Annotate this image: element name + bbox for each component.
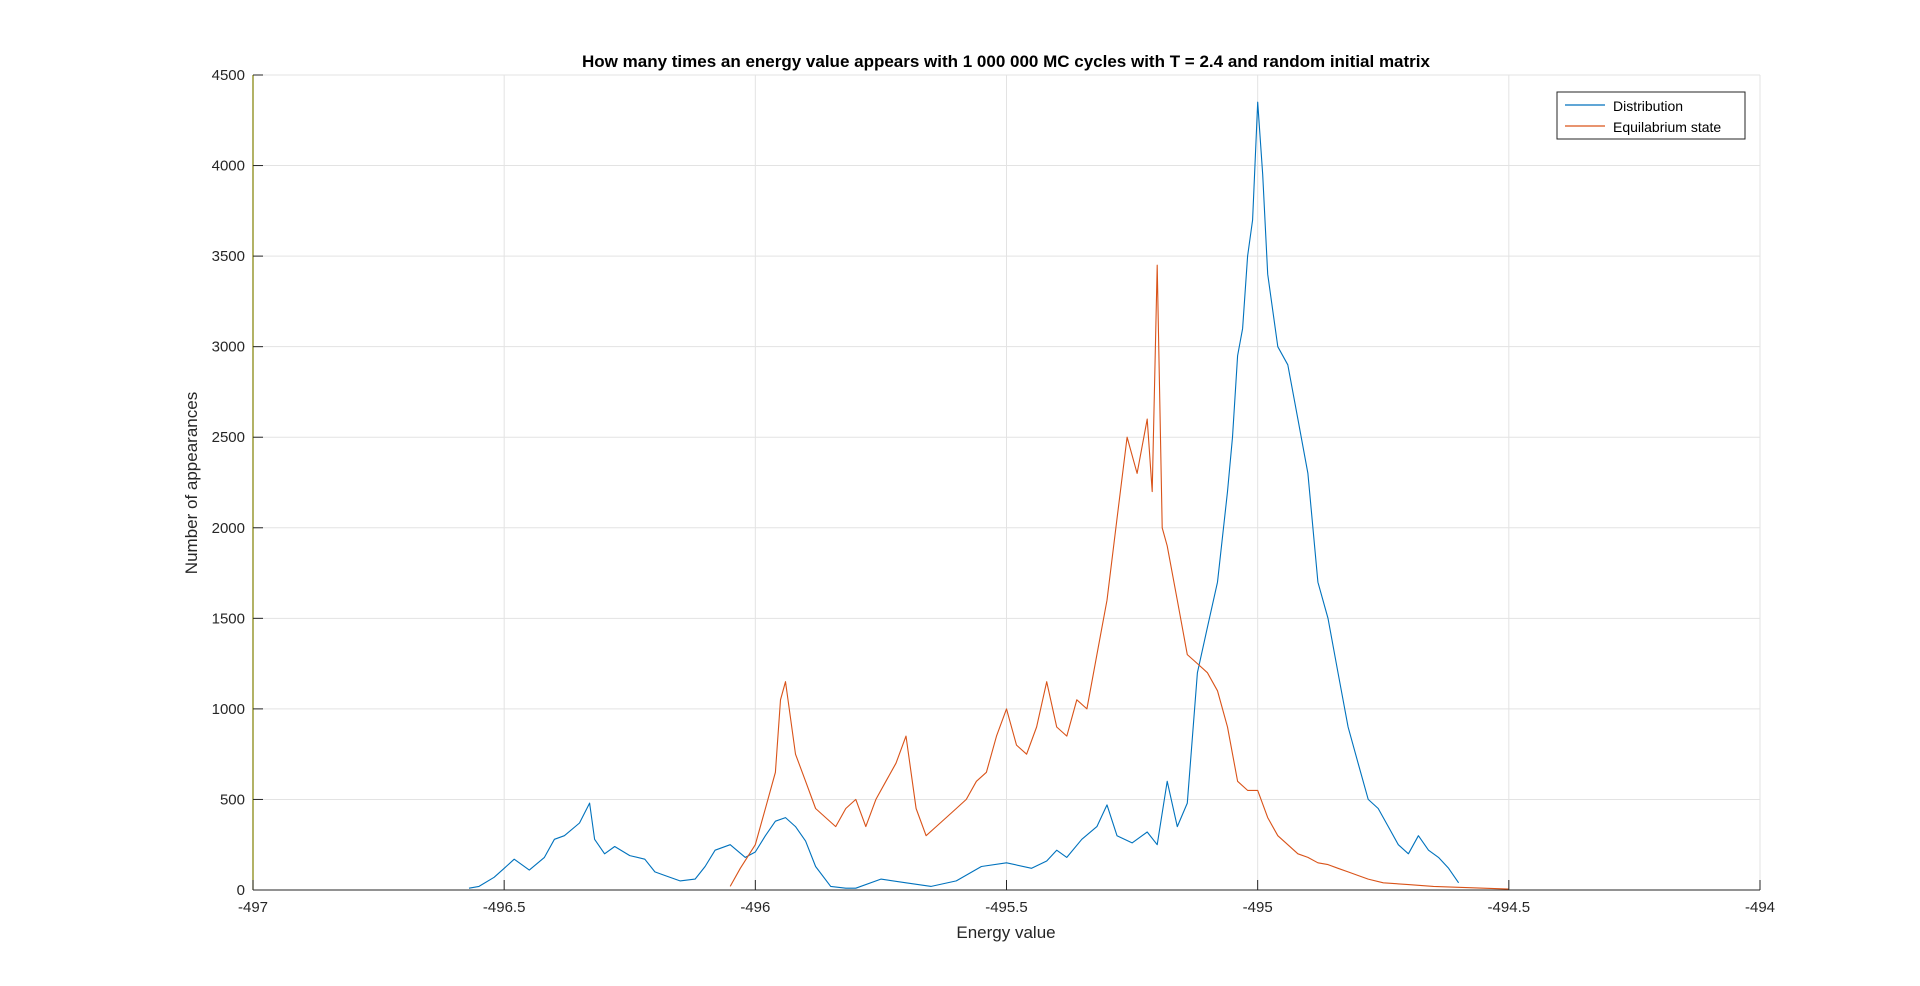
x-tick-label: -495 [1243,899,1273,916]
legend-label-distribution: Distribution [1613,98,1683,114]
axes [252,74,1761,891]
y-axis-label: Number of appearances [182,392,201,574]
y-tick-label: 3000 [212,339,245,356]
x-tick-label: -497 [238,899,268,916]
x-axis-label: Energy value [956,923,1055,942]
x-tick-label: -494 [1745,899,1775,916]
series-line-distribution [468,101,1460,889]
chart-title: How many times an energy value appears w… [582,52,1430,71]
y-tick-label: 4500 [212,67,245,84]
y-tick-label: 1500 [212,610,245,627]
y-tick-label: 500 [220,791,245,808]
series-line-equilibrium [729,264,1509,890]
legend-label-equilibrium: Equilabrium state [1613,119,1721,135]
x-tick-label: -496 [740,899,770,916]
legend[interactable]: Distribution Equilabrium state [1556,91,1746,140]
y-tick-label: 1000 [212,701,245,718]
y-tick-label: 3500 [212,248,245,265]
x-tick-label: -494.5 [1488,899,1531,916]
y-tick-label: 4000 [212,158,245,175]
y-tick-label: 2500 [212,429,245,446]
series-lines [468,101,1509,890]
x-tick-label: -495.5 [985,899,1028,916]
y-tick-label: 2000 [212,520,245,537]
tick-labels: -497 -496.5 -496 -495.5 -495 -494.5 -494 0 500 10… [212,67,1775,916]
y-tick-label: 0 [237,882,245,899]
x-tick-label: -496.5 [483,899,526,916]
legend-box [1556,91,1746,140]
